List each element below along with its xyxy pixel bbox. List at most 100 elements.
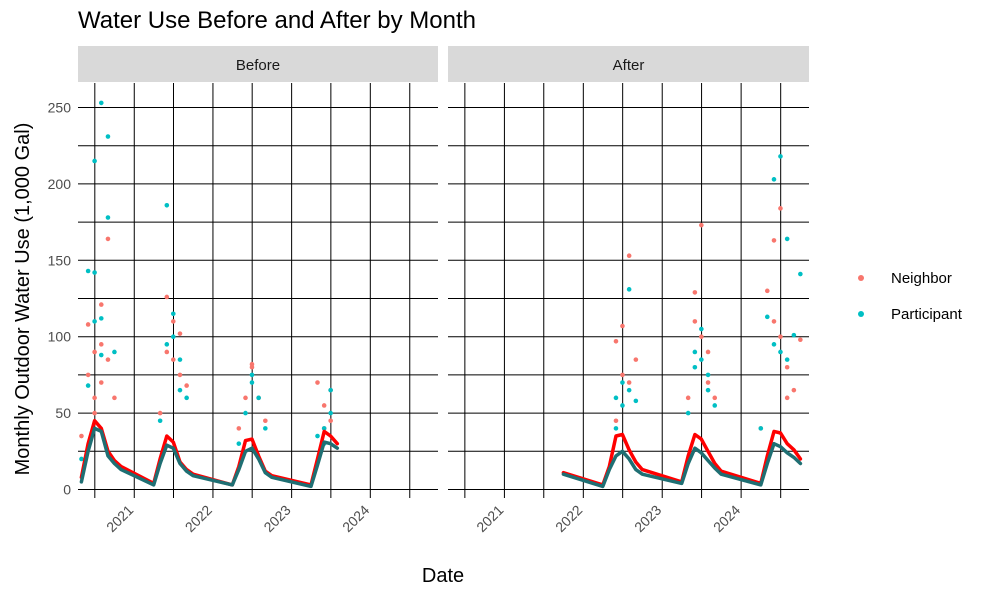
data-point — [328, 387, 333, 393]
x-tick-label: 2024 — [710, 502, 743, 535]
data-point — [249, 380, 255, 385]
legend-swatch — [858, 311, 864, 317]
facet-panel: Before 2021 2022 2023 2024 — [78, 46, 438, 535]
data-point — [626, 253, 632, 259]
data-point — [705, 387, 711, 393]
data-point — [613, 426, 619, 431]
data-point — [92, 410, 97, 416]
data-point — [620, 372, 625, 378]
data-point — [764, 288, 770, 294]
data-point — [315, 380, 320, 385]
data-point — [692, 349, 698, 355]
data-point — [243, 395, 248, 401]
data-point — [771, 238, 777, 243]
data-point — [256, 395, 261, 401]
data-point — [112, 395, 117, 401]
data-point — [791, 387, 797, 393]
data-point — [784, 236, 790, 242]
data-point — [105, 134, 111, 139]
data-point — [177, 331, 183, 336]
data-point — [236, 441, 242, 446]
data-point — [764, 314, 770, 320]
data-point — [758, 426, 764, 431]
x-axis-label: Date — [422, 565, 464, 587]
x-tick-label: 2024 — [339, 502, 372, 535]
trend-line — [79, 426, 340, 489]
facet-strip-label: Before — [236, 57, 280, 74]
data-point — [692, 290, 698, 295]
data-point — [798, 337, 803, 343]
facet-strip — [448, 46, 809, 82]
data-point — [699, 222, 704, 228]
data-point — [699, 357, 704, 362]
data-point — [249, 372, 255, 378]
facet-panel: After 2021 2022 2023 2024 — [448, 46, 809, 535]
chart-title: Water Use Before and After by Month — [78, 7, 476, 34]
x-tick-label: 2021 — [473, 502, 506, 535]
data-point — [771, 319, 777, 324]
facet-strip-label: After — [613, 57, 645, 74]
y-tick-label: 250 — [48, 100, 72, 116]
y-tick-label: 50 — [55, 405, 71, 421]
facet-strip — [78, 46, 438, 82]
data-point — [170, 319, 176, 324]
data-point — [778, 334, 783, 340]
x-tick-label: 2022 — [552, 502, 585, 535]
data-point — [164, 342, 170, 347]
data-point — [685, 395, 691, 401]
y-tick-label: 150 — [48, 252, 72, 268]
y-tick-label: 0 — [63, 482, 71, 498]
data-point — [626, 387, 632, 393]
data-point — [705, 349, 711, 355]
data-point — [699, 334, 704, 340]
data-point — [321, 403, 327, 408]
data-point — [784, 364, 790, 370]
trend-line — [561, 429, 803, 487]
legend: Neighbor Participant — [858, 270, 963, 323]
x-tick-label: 2023 — [260, 502, 293, 535]
data-point — [633, 357, 639, 362]
data-point — [328, 410, 333, 416]
data-point — [620, 323, 625, 329]
data-point — [613, 418, 619, 424]
data-point — [164, 294, 170, 300]
data-point — [791, 332, 797, 338]
data-point — [105, 236, 111, 242]
data-point — [79, 433, 84, 439]
data-point — [170, 357, 176, 362]
y-tick-label: 100 — [48, 329, 72, 345]
x-tick-label: 2022 — [182, 502, 215, 535]
x-tick-label: 2021 — [103, 502, 136, 535]
data-point — [315, 433, 320, 439]
y-axis-label: Monthly Outdoor Water Use (1,000 Gal) — [12, 123, 34, 476]
data-point — [705, 372, 711, 378]
data-point — [778, 154, 783, 159]
data-point — [633, 398, 639, 404]
trend-line — [561, 441, 803, 489]
data-point — [105, 215, 111, 220]
data-point — [170, 311, 176, 317]
data-point — [771, 177, 777, 182]
data-point — [177, 372, 183, 378]
data-point — [243, 410, 248, 416]
data-point — [85, 268, 91, 274]
data-point — [613, 395, 619, 401]
data-point — [784, 395, 790, 401]
data-point — [692, 364, 698, 370]
data-point — [79, 456, 84, 462]
data-point — [157, 418, 163, 424]
data-point — [98, 302, 104, 307]
data-point — [112, 349, 117, 355]
data-point — [784, 357, 790, 362]
trend-line — [79, 418, 340, 487]
data-point — [620, 403, 625, 408]
data-point — [177, 357, 183, 362]
data-point — [626, 287, 632, 292]
data-point — [92, 395, 97, 401]
data-point — [92, 270, 97, 275]
data-point — [177, 387, 183, 393]
data-point — [685, 410, 691, 416]
data-point — [236, 426, 242, 431]
data-point — [92, 158, 97, 164]
